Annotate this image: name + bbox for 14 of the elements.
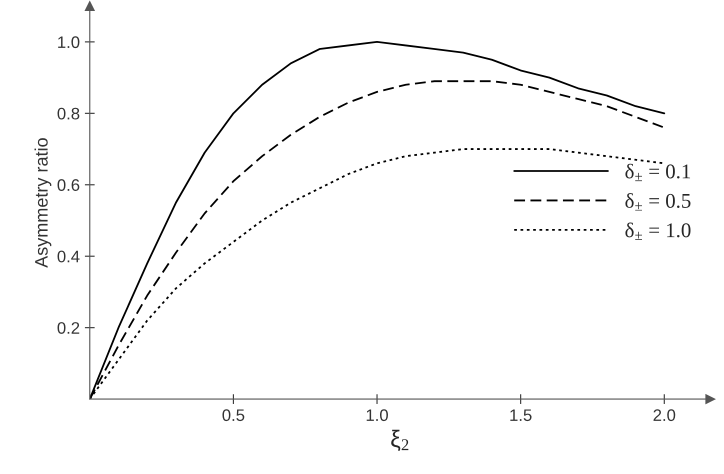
x-tick-label: 2.0: [654, 409, 676, 422]
y-axis-title: Asymmetry ratio: [34, 138, 52, 268]
x-axis-title: ξ$_{2}$: [391, 430, 408, 451]
legend-label: δ$_{±}$ = 1.0: [625, 222, 690, 240]
legend-label: δ$_{±}$ = 0.1: [625, 164, 690, 182]
y-tick-label: 0.2: [58, 322, 80, 334]
x-tick-label: 1.0: [366, 409, 388, 422]
y-tick-label: 0.8: [58, 108, 80, 120]
x-tick-label: 0.5: [222, 409, 244, 422]
x-tick-label: 1.5: [510, 409, 532, 422]
y-tick-label: 0.4: [58, 250, 80, 262]
legend-label: δ$_{±}$ = 0.5: [625, 193, 690, 211]
y-tick-label: 0.6: [58, 179, 80, 191]
y-tick-label: 1.0: [58, 36, 80, 48]
